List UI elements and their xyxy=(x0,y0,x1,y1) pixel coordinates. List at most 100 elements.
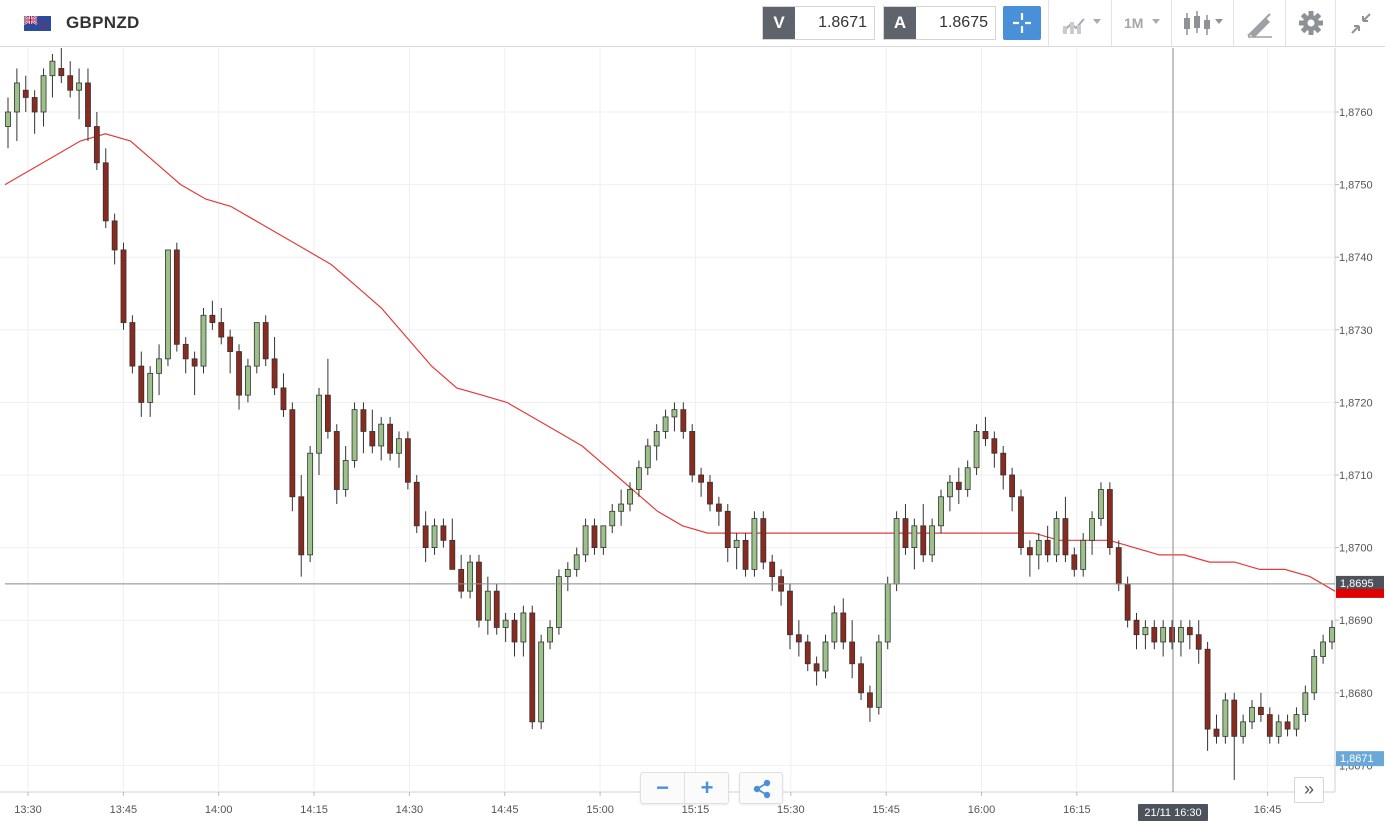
candle-body-down xyxy=(955,481,962,490)
timeframe-dropdown[interactable] xyxy=(1111,0,1171,47)
candle-body-up xyxy=(1035,539,1042,556)
candle-body-down xyxy=(93,126,100,164)
candle xyxy=(920,504,927,563)
candle-body-down xyxy=(440,525,447,541)
candle-body-down xyxy=(724,510,731,548)
candle xyxy=(1266,707,1273,744)
candle-body-up xyxy=(1089,518,1095,541)
candle-body-up xyxy=(165,249,171,360)
candle-body-up xyxy=(307,452,314,556)
scroll-to-latest-button[interactable]: » xyxy=(1294,777,1324,803)
candle-body-up xyxy=(316,394,322,454)
candle-body-up xyxy=(5,111,11,127)
candle-body-down xyxy=(209,314,216,323)
candle-body-down xyxy=(920,525,927,556)
candle-body-down xyxy=(858,663,864,694)
candle xyxy=(502,612,509,642)
candle xyxy=(858,656,864,701)
share-button[interactable] xyxy=(739,772,783,804)
candle-body-down xyxy=(1044,539,1051,556)
zoom-in-button[interactable]: + xyxy=(700,775,714,800)
candle xyxy=(1195,620,1202,664)
candle-body-down xyxy=(31,97,38,113)
candle xyxy=(627,482,633,512)
candle-body-down xyxy=(1000,452,1007,476)
candle xyxy=(85,68,91,142)
candle xyxy=(751,511,758,577)
candle xyxy=(564,562,571,592)
candle xyxy=(760,511,767,570)
candle-type-dropdown[interactable] xyxy=(1171,0,1233,47)
candle-body-down xyxy=(218,322,225,338)
candle xyxy=(884,576,891,650)
candle xyxy=(724,504,731,563)
candle xyxy=(13,68,20,142)
candle-body-down xyxy=(1151,627,1158,643)
candle-body-down xyxy=(129,322,136,367)
candle-body-up xyxy=(573,554,580,570)
zoom-out-button[interactable]: − xyxy=(641,773,685,803)
candle xyxy=(600,525,607,555)
candle-body-up xyxy=(1240,721,1247,737)
candle xyxy=(31,90,38,134)
candle xyxy=(1089,511,1095,555)
candle xyxy=(1311,649,1318,701)
candle-body-up xyxy=(396,438,402,454)
candle-body-up xyxy=(635,467,642,490)
price-chart[interactable]: 1,8760 1,8750 1,8740 1,8730 1,8720 1,8710 1,87… xyxy=(0,48,1385,823)
candle xyxy=(618,489,625,526)
candle xyxy=(707,475,713,512)
chart-type-dropdown[interactable] xyxy=(1048,0,1111,47)
gear-icon xyxy=(1299,11,1323,35)
candle xyxy=(1249,700,1255,730)
candle xyxy=(1222,692,1229,744)
candle xyxy=(1035,533,1042,570)
candle-body-up xyxy=(1142,627,1149,636)
flag-icon xyxy=(24,16,51,31)
candle xyxy=(982,416,989,446)
ask-price-box[interactable]: A 1.8675 xyxy=(883,6,996,40)
candle xyxy=(369,409,376,454)
candle xyxy=(333,424,340,505)
drawing-tools-button[interactable] xyxy=(1233,0,1285,47)
crosshair-button[interactable] xyxy=(1003,6,1041,40)
candle xyxy=(867,685,873,722)
collapse-button[interactable] xyxy=(1335,0,1385,47)
candle-body-down xyxy=(138,365,145,403)
candle xyxy=(591,518,598,555)
candle xyxy=(929,518,936,563)
candle-body-up xyxy=(1275,721,1282,737)
candle-body-down xyxy=(787,590,793,636)
candle xyxy=(849,620,856,679)
candle-body-down xyxy=(413,481,420,527)
candle-body-up xyxy=(13,82,20,113)
candle xyxy=(902,504,909,555)
timeframe-label[interactable]: 1M xyxy=(1124,15,1144,31)
bid-price-box[interactable]: V 1.8671 xyxy=(762,6,875,40)
candle xyxy=(351,402,358,468)
y-tick-label: 1,8750 xyxy=(1339,180,1373,192)
chart-canvas[interactable]: 1,8760 1,8750 1,8740 1,8730 1,8720 1,8710 1,87… xyxy=(0,48,1385,823)
candle-body-down xyxy=(1124,583,1131,621)
candle-body-up xyxy=(1320,641,1327,657)
candle-body-up xyxy=(751,518,758,570)
x-tick-label: 16:15 xyxy=(1063,804,1091,816)
candle-body-up xyxy=(502,619,509,628)
candle xyxy=(1142,620,1149,650)
crosshair-price-label: 1,8695 xyxy=(1340,578,1374,590)
candle xyxy=(298,475,305,577)
candle xyxy=(1293,707,1300,737)
candle-body-down xyxy=(529,612,536,723)
candle-body-down xyxy=(840,612,847,643)
candle-body-down xyxy=(804,641,811,665)
candle-body-up xyxy=(1098,489,1104,519)
candle-body-down xyxy=(333,431,340,490)
candle-body-down xyxy=(458,568,465,592)
chevron-down-icon xyxy=(1152,19,1160,24)
y-tick-label: 1,8760 xyxy=(1339,107,1373,119)
x-tick-label: 14:45 xyxy=(491,804,519,816)
candle xyxy=(236,344,242,410)
settings-button[interactable] xyxy=(1285,0,1335,47)
candle-body-down xyxy=(422,525,429,549)
zoom-controls: − + xyxy=(640,772,729,804)
